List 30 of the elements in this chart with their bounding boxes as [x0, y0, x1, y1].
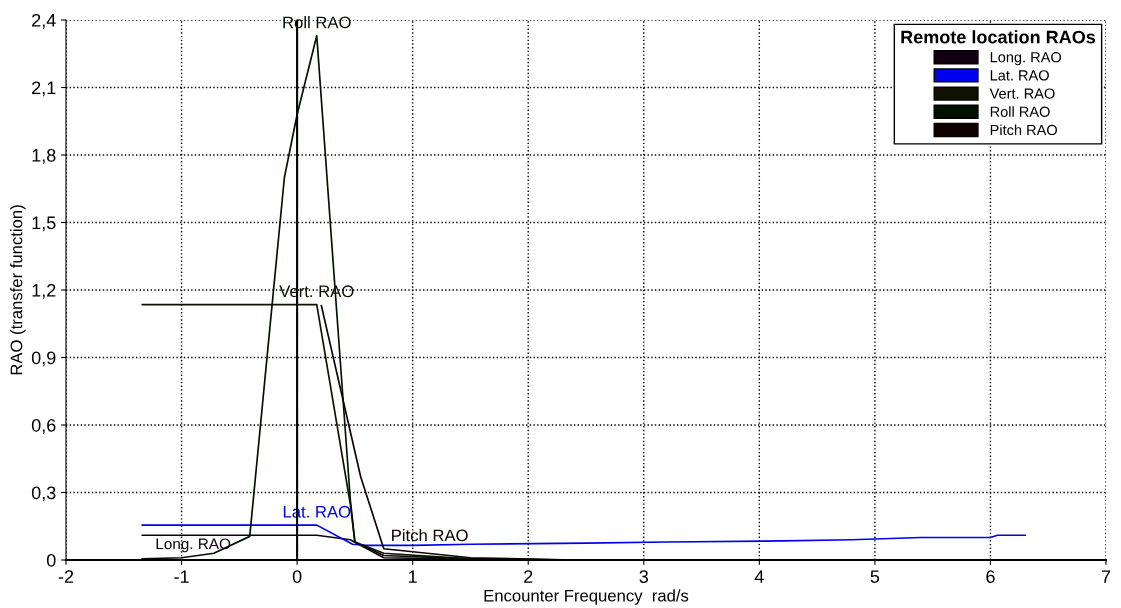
legend-label: Vert. RAO [989, 88, 1055, 99]
x-tick-label: -1 [174, 570, 189, 583]
y-tick-label: 2,4 [32, 13, 56, 29]
x-tick-label: 3 [639, 570, 649, 583]
y-tick-label: 1,5 [32, 216, 56, 232]
y-axis-title: RAO (transfer function) [10, 205, 26, 375]
y-tick-label: 0 [46, 553, 56, 567]
x-tick-label: 2 [524, 570, 533, 583]
y-tick-label: 2,1 [32, 81, 56, 97]
y-tick-label: 1,8 [32, 148, 56, 164]
x-tick-label: 1 [409, 570, 417, 583]
legend-label: Pitch RAO [990, 124, 1057, 136]
x-tick-label: -2 [58, 570, 74, 583]
x-tick-label: 4 [754, 570, 764, 583]
y-tick-label: 1,2 [32, 283, 56, 299]
legend-label: Lat. RAO [990, 70, 1049, 81]
annotation: Long. RAO [156, 538, 231, 553]
x-tick-label: 6 [986, 570, 995, 583]
x-tick-label: 7 [1101, 570, 1111, 583]
y-tick-label: 0,9 [31, 351, 56, 367]
y-tick-label: 0,3 [31, 486, 56, 502]
x-axis-title: Encounter Frequency rad/s [484, 589, 689, 605]
legend-label: Roll RAO [990, 106, 1050, 117]
annotation: Pitch RAO [392, 529, 468, 542]
legend-label: Long. RAO [990, 52, 1062, 66]
legend-title: Remote location RAOs [901, 30, 1096, 44]
y-tick-label: 0,6 [31, 418, 56, 434]
x-tick-label: 0 [292, 570, 302, 583]
annotation: Roll RAO [283, 16, 351, 29]
x-tick-label: 5 [870, 570, 880, 583]
